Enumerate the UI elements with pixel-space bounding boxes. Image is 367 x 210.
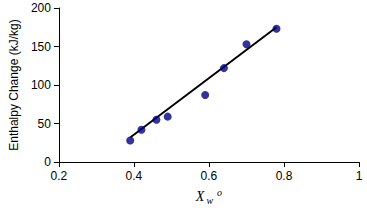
svg-text:1: 1	[356, 169, 363, 183]
svg-text:100: 100	[31, 78, 51, 92]
svg-text:o: o	[217, 187, 222, 198]
svg-text:0.8: 0.8	[276, 169, 293, 183]
svg-text:0.6: 0.6	[201, 169, 218, 183]
svg-text:0.2: 0.2	[51, 169, 68, 183]
svg-text:0.4: 0.4	[126, 169, 143, 183]
svg-text:w: w	[206, 195, 213, 206]
svg-text:X: X	[195, 189, 205, 204]
svg-text:0: 0	[44, 155, 51, 169]
svg-text:200: 200	[31, 1, 51, 15]
svg-text:50: 50	[38, 117, 52, 131]
svg-text:Enthalpy Change (kJ/kg): Enthalpy Change (kJ/kg)	[7, 19, 21, 150]
svg-text:150: 150	[31, 40, 51, 54]
